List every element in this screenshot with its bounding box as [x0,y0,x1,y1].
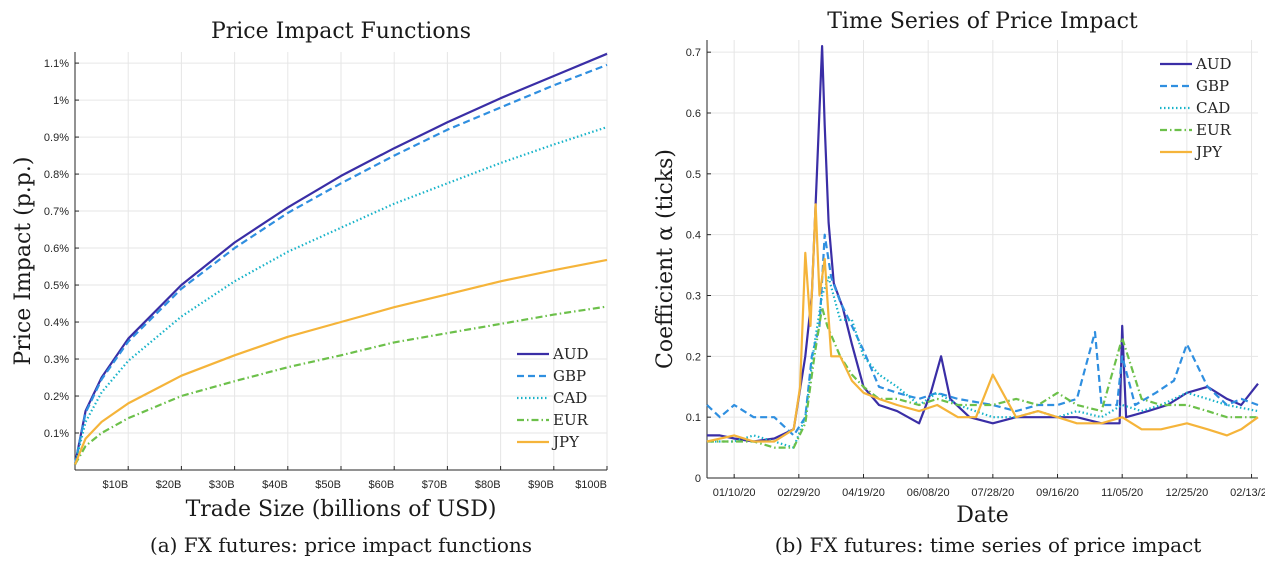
y-tick-label: 0.5% [44,280,69,292]
x-tick-label: $20B [156,479,182,491]
legend-label-eur: EUR [553,411,589,429]
y-tick-label: 0.8% [44,169,69,181]
y-tick-label: 0.6 [686,108,701,120]
series-line-jpy [73,258,608,465]
legend-label-jpy: JPY [551,433,580,451]
x-tick-label: $60B [368,479,394,491]
y-tick-label: 0.2 [686,351,701,363]
legend-label-aud: AUD [552,345,589,363]
y-tick-label: 0.4% [44,317,69,329]
legend-label-jpy: JPY [1194,143,1223,161]
legend-label-gbp: GBP [553,367,586,385]
caption: (b) FX futures: time series of price imp… [775,533,1202,557]
legend-label-cad: CAD [1196,99,1230,117]
x-tick-label: $10B [102,479,128,491]
y-tick-label: 0.5 [686,169,701,181]
series-line-cad [707,276,1259,449]
y-tick-label: 0.6% [44,243,69,255]
x-tick-label: $30B [209,479,235,491]
series-group [706,45,1259,449]
x-tick-label: $100B [575,479,607,491]
x-tick-label: $90B [528,479,554,491]
chart-2: 01/10/20 02/29/20 04/19/20 06/08/20 07/28/20… [653,9,1265,557]
legend-label-cad: CAD [553,389,587,407]
series-line-eur [707,306,1258,449]
y-tick-label: 1.1% [44,58,69,70]
x-axis-label: Date [956,503,1009,528]
x-tick-label: 07/28/20 [971,487,1014,499]
y-tick-label: 0.9% [44,132,69,144]
series-line-gbp [706,233,1259,437]
legend-label-aud: AUD [1195,55,1232,73]
x-tick-label: 04/19/20 [842,487,885,499]
legend-label-eur: EUR [1196,121,1232,139]
x-tick-label: 02/29/20 [777,487,820,499]
chart-1: $10B $20B $30B $40B $50B $60B $70B $80B $90B $100… [11,19,608,557]
legend-label-gbp: GBP [1196,77,1229,95]
grid [707,40,1258,479]
caption: (a) FX futures: price impact functions [150,533,532,557]
x-tick-label: 06/08/20 [907,487,950,499]
y-tick-label: 0.7% [44,206,69,218]
x-axis-label: Trade Size (billions of USD) [186,497,497,522]
y-axis-label: Price Impact (p.p.) [11,157,36,366]
series-group [73,52,608,466]
grid [75,52,608,470]
x-tick-label: $70B [422,479,448,491]
chart-title: Price Impact Functions [211,19,471,44]
series-line-aud [707,45,1259,443]
x-tick-label: 12/25/20 [1165,487,1208,499]
y-tick-label: 0.1% [44,428,69,440]
y-tick-label: 0.4 [686,230,701,242]
x-tick-label: 11/05/20 [1101,487,1143,499]
y-axis-label: Coefficient α (ticks) [653,149,678,369]
x-tick-label: $80B [475,479,501,491]
y-tick-label: 0.3 [686,291,701,303]
x-tick-label: 02/13/21 [1230,487,1265,499]
chart-title: Time Series of Price Impact [827,9,1138,34]
x-tick-label: $40B [262,479,288,491]
legend: AUD GBP CAD EUR JPY [517,345,589,451]
series-line-cad [73,126,608,465]
legend: AUD GBP CAD EUR JPY [1160,55,1232,161]
y-tick-label: 1% [53,95,69,107]
y-tick-label: 0.3% [44,354,69,366]
y-tick-label: 0 [695,473,701,485]
y-tick-label: 0.7 [686,47,701,59]
y-tick-label: 0.2% [44,391,69,403]
series-line-gbp [73,63,608,465]
y-tick-label: 0.1 [686,412,701,424]
x-tick-label: $50B [315,479,341,491]
series-line-jpy [706,203,1259,443]
x-tick-label: 09/16/20 [1036,487,1079,499]
x-tick-label: 01/10/20 [713,487,756,499]
